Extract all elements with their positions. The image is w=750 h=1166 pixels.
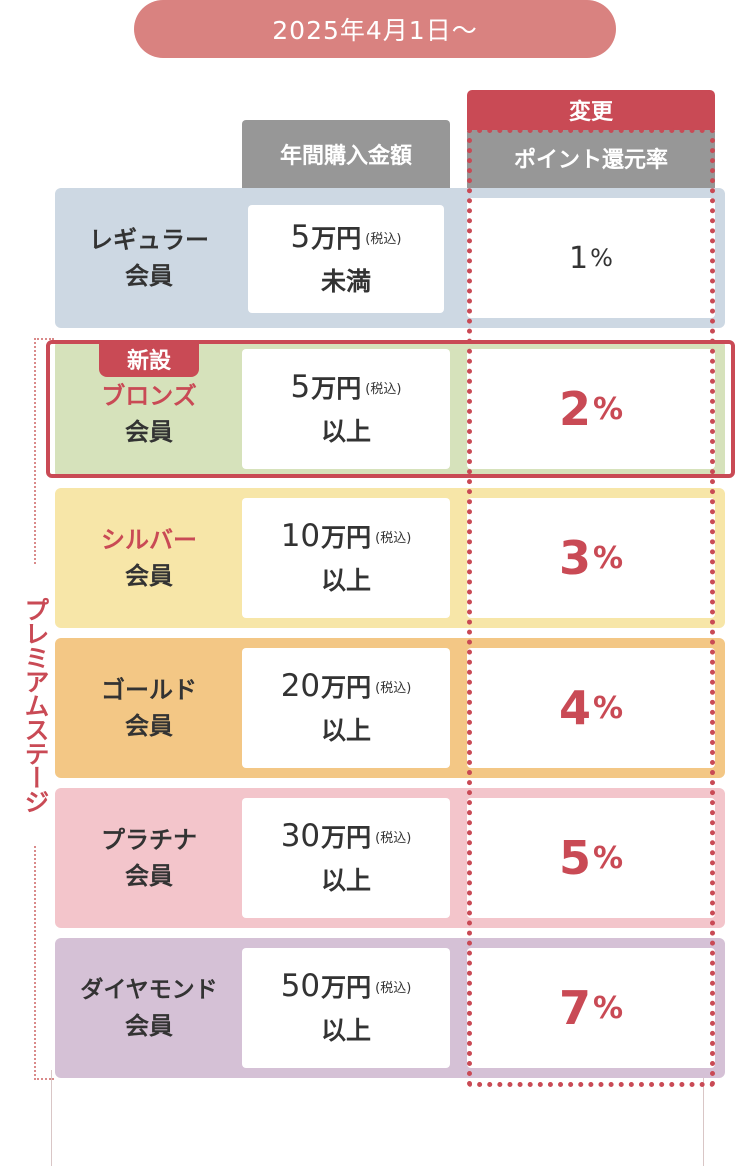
amount-value: 5 [290, 218, 311, 255]
point-rate-cell: 5 % [467, 798, 715, 918]
tier-row-silver: シルバー 会員 10 万円 (税込) 以上 3 % [55, 488, 725, 628]
annual-amount-cell: 30 万円 (税込) 以上 [242, 798, 450, 918]
effective-date-banner: 2025年4月1日〜 [134, 0, 616, 58]
amount-condition: 以上 [320, 1015, 371, 1045]
tier-name: シルバー 会員 [55, 488, 243, 628]
amount-unit: 万円 [321, 822, 372, 852]
tier-row-regular: レギュラー 会員 5 万円 (税込) 未満 1 % [55, 188, 725, 328]
tax-note: (税込) [375, 830, 412, 846]
point-rate-cell: 7 % [467, 948, 715, 1068]
amount-value: 20 [280, 667, 321, 704]
tier-stage-label: プラチナ [101, 826, 197, 854]
amount-value: 30 [280, 817, 321, 854]
rate-percent: % [592, 990, 624, 1026]
tier-row-gold: ゴールド 会員 20 万円 (税込) 以上 4 % [55, 638, 725, 778]
tier-stage-label: レギュラー [89, 226, 209, 254]
tier-member-label: 会員 [125, 418, 173, 446]
amount-unit: 万円 [311, 373, 362, 403]
new-badge: 新設 [99, 341, 199, 377]
tier-name: レギュラー 会員 [55, 188, 243, 328]
tier-member-label: 会員 [125, 712, 173, 740]
tier-name: ダイヤモンド 会員 [55, 938, 243, 1078]
tier-stage-label: ダイヤモンド [80, 977, 218, 1003]
amount-condition: 以上 [320, 565, 371, 595]
rate-percent: % [592, 391, 624, 427]
rate-value: 2 [558, 382, 591, 436]
annual-amount-cell: 5 万円 (税込) 以上 [242, 349, 450, 469]
tax-note: (税込) [365, 231, 402, 247]
tier-name: ブロンズ 会員 [55, 340, 243, 478]
tax-note: (税込) [365, 381, 402, 397]
tax-note: (税込) [375, 680, 412, 696]
amount-condition: 以上 [320, 416, 371, 446]
annual-amount-cell: 5 万円 (税込) 未満 [248, 205, 444, 313]
rate-percent: % [592, 540, 624, 576]
rate-percent: % [592, 840, 624, 876]
annual-amount-cell: 20 万円 (税込) 以上 [242, 648, 450, 768]
tier-stage-label: ゴールド [101, 676, 197, 704]
amount-unit: 万円 [321, 672, 372, 702]
tax-note: (税込) [375, 980, 412, 996]
amount-value: 5 [290, 368, 311, 405]
rate-percent: % [590, 244, 613, 272]
rate-value: 5 [558, 831, 591, 885]
amount-condition: 未満 [320, 266, 371, 296]
tier-row-platinum: プラチナ 会員 30 万円 (税込) 以上 5 % [55, 788, 725, 928]
amount-condition: 以上 [320, 715, 371, 745]
point-rate-header: ポイント還元率 [467, 128, 715, 188]
tax-note: (税込) [375, 530, 412, 546]
tier-member-label: 会員 [125, 562, 173, 590]
tier-member-label: 会員 [125, 862, 173, 890]
amount-unit: 万円 [321, 972, 372, 1002]
amount-value: 10 [280, 517, 321, 554]
left-guide-line [51, 1070, 52, 1166]
amount-value: 50 [280, 967, 321, 1004]
tier-row-diamond: ダイヤモンド 会員 50 万円 (税込) 以上 7 % [55, 938, 725, 1078]
point-rate-cell: 2 % [467, 349, 715, 469]
premium-stage-label: プレミアムステージ [20, 565, 50, 845]
point-rate-cell: 1 % [467, 198, 715, 318]
point-rate-cell: 4 % [467, 648, 715, 768]
tier-member-label: 会員 [125, 1012, 173, 1040]
rate-percent: % [592, 690, 624, 726]
change-badge: 変更 [467, 90, 715, 130]
rate-value: 7 [558, 981, 591, 1035]
annual-purchase-header: 年間購入金額 [242, 120, 450, 188]
tier-stage-label: シルバー [101, 526, 197, 554]
amount-unit: 万円 [321, 522, 372, 552]
rate-value: 3 [558, 531, 591, 585]
amount-condition: 以上 [320, 865, 371, 895]
annual-amount-cell: 10 万円 (税込) 以上 [242, 498, 450, 618]
right-guide-line [703, 1070, 704, 1166]
tier-member-label: 会員 [125, 262, 173, 290]
tier-name: ゴールド 会員 [55, 638, 243, 778]
annual-amount-cell: 50 万円 (税込) 以上 [242, 948, 450, 1068]
rate-value: 4 [558, 681, 591, 735]
tier-name: プラチナ 会員 [55, 788, 243, 928]
tier-stage-label: ブロンズ [101, 382, 197, 410]
amount-unit: 万円 [311, 223, 362, 253]
point-rate-cell: 3 % [467, 498, 715, 618]
rate-value: 1 [569, 240, 589, 276]
